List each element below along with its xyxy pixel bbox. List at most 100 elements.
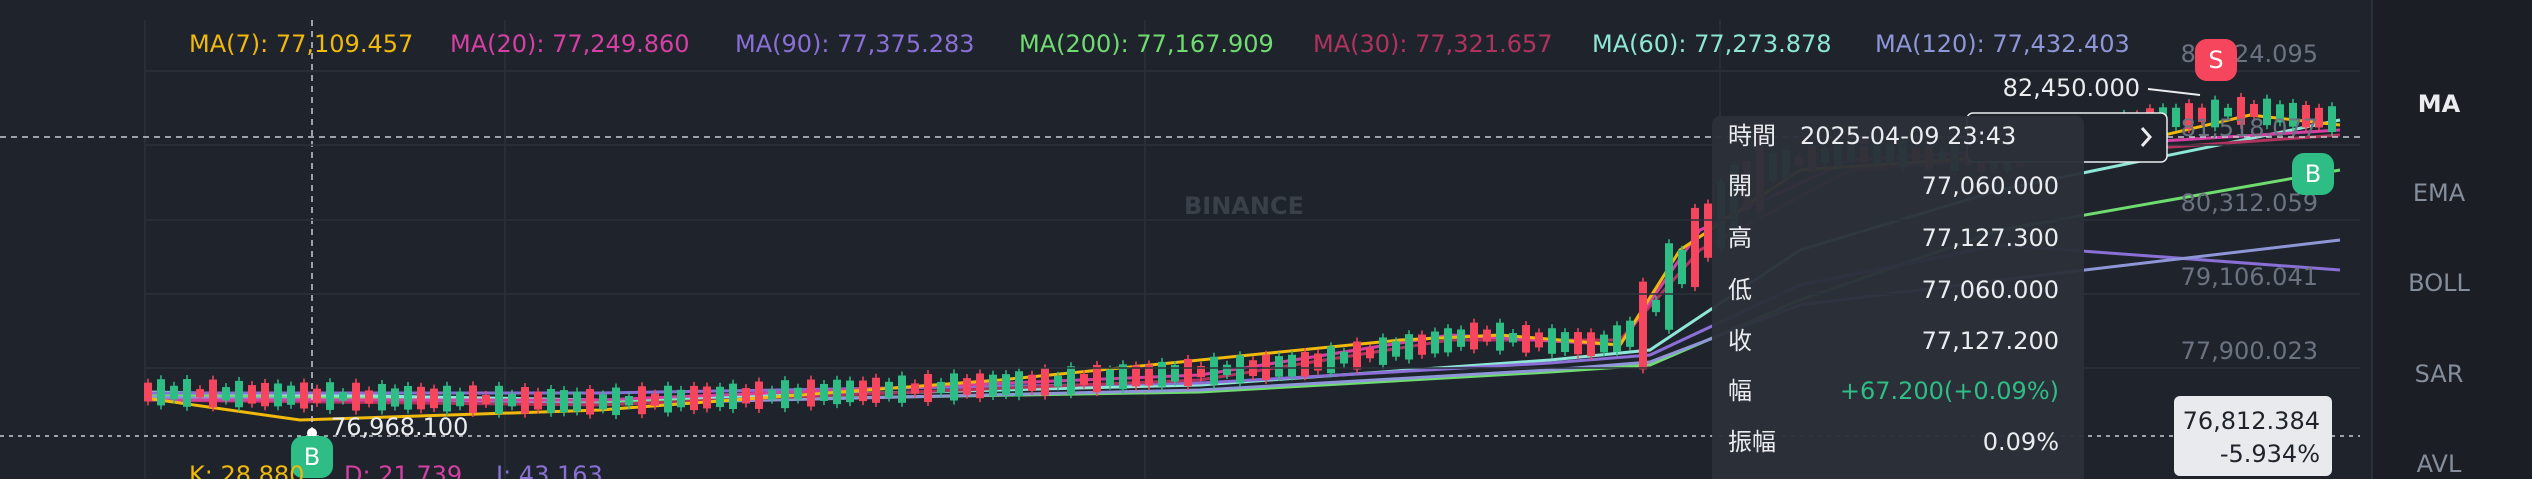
signal-text: S xyxy=(2208,46,2223,74)
candle-body xyxy=(1080,373,1088,385)
candle-body xyxy=(508,393,516,407)
candle-body xyxy=(1041,368,1049,396)
candle-body xyxy=(1652,299,1660,313)
candle-body xyxy=(716,386,724,408)
candle-body xyxy=(1418,334,1426,355)
candle-body xyxy=(2224,107,2232,117)
candle-body xyxy=(170,385,178,400)
candle-body xyxy=(1444,328,1452,353)
candle-body xyxy=(1002,374,1010,396)
candle-body xyxy=(1691,207,1699,288)
candle-body xyxy=(677,389,685,408)
ma-legend: MA(7): 77,109.457 xyxy=(189,30,413,58)
candle-body xyxy=(1613,325,1621,352)
indicator-tab[interactable]: SAR xyxy=(2415,360,2464,388)
candle-body xyxy=(417,386,425,410)
candle-body xyxy=(664,385,672,413)
candle-body xyxy=(1431,331,1439,354)
candle-body xyxy=(794,387,802,400)
indicator-panel xyxy=(2372,0,2532,479)
candle-body xyxy=(391,388,399,407)
candle-body xyxy=(1067,366,1075,395)
indicator-tab[interactable]: MA xyxy=(2418,90,2461,118)
candle-body xyxy=(859,380,867,402)
candle-body xyxy=(1171,365,1179,382)
candle-body xyxy=(1015,371,1023,397)
candle-body xyxy=(1587,332,1595,357)
ma-legend: MA(200): 77,167.909 xyxy=(1019,30,1274,58)
price-axis-label: 81,518.077 xyxy=(2181,114,2318,142)
candle-body xyxy=(833,379,841,405)
candle-body xyxy=(1327,346,1335,374)
candle-body xyxy=(2263,98,2271,126)
candle-body xyxy=(911,383,919,394)
ma-legend: MA(120): 77,432.403 xyxy=(1875,30,2130,58)
tooltip-label: 高 xyxy=(1728,224,1752,252)
candle-body xyxy=(2302,104,2310,128)
candle-body xyxy=(2276,104,2284,123)
candle-body xyxy=(1158,361,1166,387)
candle-body xyxy=(547,388,555,413)
candle-body xyxy=(1548,328,1556,354)
last-price-box xyxy=(2174,396,2332,476)
tooltip-label: 低 xyxy=(1728,276,1752,304)
candle-body xyxy=(560,390,568,413)
candle-body xyxy=(339,392,347,401)
candle-body xyxy=(1509,333,1517,343)
candle-body xyxy=(1184,358,1192,387)
tooltip-value: 77,127.300 xyxy=(1922,224,2059,252)
candle-body xyxy=(1470,322,1478,350)
indicator-tab[interactable]: AVL xyxy=(2417,450,2462,478)
candle-body xyxy=(521,387,529,414)
candle-body xyxy=(1314,353,1322,371)
candle-body xyxy=(742,388,750,404)
ma-legend: MA(90): 77,375.283 xyxy=(735,30,975,58)
candle-body xyxy=(755,381,763,409)
candle-body xyxy=(1353,341,1361,370)
candle-body xyxy=(456,391,464,407)
candle-body xyxy=(1106,369,1114,386)
candle-body xyxy=(443,385,451,412)
candle-body xyxy=(1483,329,1491,342)
candle-body xyxy=(352,382,360,411)
candle-body xyxy=(885,381,893,398)
candle-body xyxy=(586,388,594,415)
candle-body xyxy=(1561,332,1569,353)
tooltip-label: 振幅 xyxy=(1728,428,1776,456)
candle-body xyxy=(378,383,386,411)
candle-body xyxy=(183,379,191,407)
candle-body xyxy=(1197,365,1205,378)
candle-body xyxy=(729,383,737,410)
candle-body xyxy=(781,380,789,409)
tooltip-label: 收 xyxy=(1728,327,1752,355)
candle-body xyxy=(1574,332,1582,355)
tooltip-label: 幅 xyxy=(1728,377,1752,405)
candle-body xyxy=(157,379,165,406)
kdj-legend: J: 43.163 xyxy=(494,461,603,479)
candle-body xyxy=(248,385,256,404)
candle-body xyxy=(1704,203,1712,258)
price-axis-label: 77,900.023 xyxy=(2181,337,2318,365)
candle-body xyxy=(625,396,633,406)
candle-body xyxy=(1600,334,1608,353)
signal-badge xyxy=(291,436,333,478)
candle-body xyxy=(846,380,854,403)
indicator-tab[interactable]: BOLL xyxy=(2408,269,2470,297)
indicator-tab[interactable]: EMA xyxy=(2413,179,2466,207)
price-axis-label: 80,312.059 xyxy=(2181,189,2318,217)
candle-body xyxy=(2250,104,2258,117)
candle-body xyxy=(1626,320,1634,347)
candle-body xyxy=(1054,375,1062,387)
candle-body xyxy=(365,390,373,404)
candle-body xyxy=(924,374,932,403)
last-change: -5.934% xyxy=(2220,440,2320,468)
candle-body xyxy=(703,386,711,409)
tooltip-value: 77,060.000 xyxy=(1922,172,2059,200)
candle-body xyxy=(209,379,217,408)
candle-body xyxy=(495,385,503,414)
candle-body xyxy=(1145,364,1153,386)
candle-body xyxy=(1093,364,1101,393)
candle-body xyxy=(599,394,607,410)
candle-body xyxy=(2289,102,2297,127)
